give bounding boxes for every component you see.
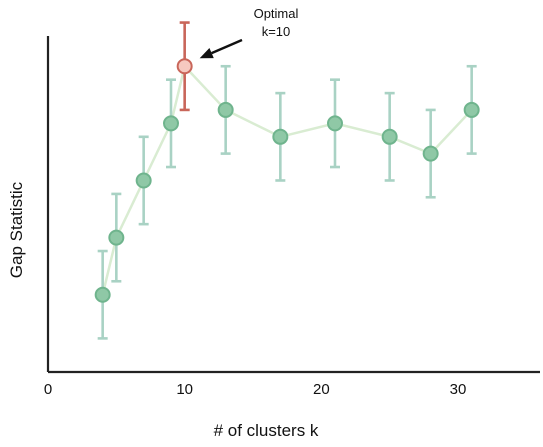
data-point (135, 172, 152, 189)
data-point (163, 115, 179, 132)
errorbar-group (97, 21, 477, 340)
data-point (381, 128, 398, 145)
data-point (94, 286, 111, 303)
series-line-group (101, 64, 473, 296)
data-point (217, 101, 234, 118)
x-tick-label: 20 (313, 381, 330, 398)
annotation-line-k: k=10 (262, 24, 291, 39)
axes-group (46, 36, 540, 374)
x-tick-label: 30 (450, 381, 467, 398)
data-point (422, 145, 439, 162)
optimal-point (176, 58, 193, 75)
point-group (94, 58, 480, 303)
x-tick-label: 10 (176, 381, 193, 398)
data-point (327, 115, 343, 132)
x-tick-label: 0 (44, 381, 52, 398)
x-tick-labels: 0 10 20 30 (44, 381, 467, 398)
data-point (463, 101, 480, 118)
data-point (108, 229, 125, 246)
x-axis-title: # of clusters k (214, 421, 319, 440)
optimal-annotation: Optimal k=10 (199, 6, 299, 59)
data-point (272, 128, 289, 145)
series-line (101, 64, 473, 296)
annotation-arrow-shaft (211, 38, 243, 55)
y-axis-title: Gap Statistic (7, 181, 26, 278)
annotation-line-optimal: Optimal (254, 6, 299, 21)
annotation-arrow-head (199, 48, 214, 59)
